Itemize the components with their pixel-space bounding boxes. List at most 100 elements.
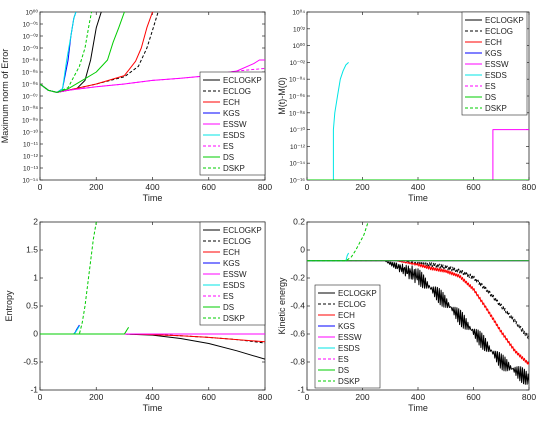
y-tick-label: 0 — [33, 329, 38, 339]
y-tick-label: 2 — [33, 217, 38, 227]
series-line-eclog — [307, 260, 529, 340]
legend-label-es: ES — [223, 142, 234, 151]
y-tick-label: 10⁰⁰ — [293, 42, 306, 50]
y-tick-label: 10⁻⁰¹ — [23, 21, 39, 29]
x-tick-label: 0 — [305, 182, 310, 192]
x-axis-label: Time — [408, 193, 428, 203]
x-tick-label: 800 — [522, 182, 536, 192]
y-tick-label: 10⁻¹⁴ — [22, 178, 38, 185]
y-tick-label: 1.5 — [26, 245, 38, 255]
y-tick-label: -0.4 — [290, 301, 305, 311]
y-tick-label: 10⁻⁰⁴ — [22, 57, 38, 65]
chart-4: 0 200 400 600 800 -1 -0.8 -0.6 -0.4 -0.2 0 0.2 Time K… — [277, 217, 536, 414]
y-tick-label: 10⁻⁰⁴ — [289, 76, 305, 84]
y-tick-label: 0 — [300, 245, 305, 255]
x-tick-label: 400 — [145, 392, 159, 402]
legend-label-kgs: KGS — [223, 259, 240, 268]
y-tick-label: 10⁻⁰⁵ — [22, 69, 38, 77]
x-tick-label: 0 — [38, 182, 43, 192]
legend-label-essw: ESSW — [485, 60, 509, 69]
legend-label-kgs: KGS — [338, 322, 355, 331]
chart-1: 0 200 400 600 800 10⁻¹⁴ 10⁻¹³ 10⁻¹² 10⁻¹¹ 10⁻¹⁰ 10… — [0, 9, 272, 204]
series-line-ech — [307, 260, 529, 366]
legend-label-eclog: ECLOG — [223, 237, 251, 246]
legend-label-dskp: DSKP — [223, 314, 245, 323]
y-tick-label: 10⁻¹⁶ — [289, 178, 305, 185]
x-axis-label: Time — [143, 193, 163, 203]
y-tick-label: -0.5 — [23, 357, 38, 367]
legend-label-ech: ECH — [223, 248, 240, 257]
y-tick-label: 10⁻⁰² — [23, 33, 39, 41]
y-tick-label: 10⁻¹² — [290, 144, 306, 151]
y-tick-label: 10⁻¹³ — [23, 166, 39, 173]
y-tick-label: 10⁻⁰⁶ — [289, 93, 305, 101]
x-tick-label: 200 — [355, 392, 369, 402]
y-tick-label: -1 — [30, 385, 38, 395]
series-line-dskp — [40, 12, 93, 93]
legend-label-ech: ECH — [338, 311, 355, 320]
y-axis-label: Kinetic energy — [277, 277, 287, 335]
legend-label-eclogkp: ECLOGKP — [223, 226, 262, 235]
legend-label-dskp: DSKP — [485, 104, 507, 113]
y-tick-label: 10⁻¹⁰ — [23, 129, 39, 137]
legend-label-eclog: ECLOG — [485, 27, 513, 36]
legend-label-ech: ECH — [485, 38, 502, 47]
legend-label-eclog: ECLOG — [338, 300, 366, 309]
y-tick-label: -1 — [297, 385, 305, 395]
legend-label-eclog: ECLOG — [223, 87, 251, 96]
y-tick-label: 10⁰² — [293, 25, 306, 33]
series-line-dskp — [40, 222, 97, 335]
x-tick-label: 600 — [202, 392, 216, 402]
legend-label-dskp: DSKP — [223, 164, 245, 173]
legend-label-ds: DS — [485, 93, 496, 102]
y-tick-label: 10⁻¹¹ — [23, 142, 39, 149]
series-line-ds — [40, 327, 130, 335]
x-tick-label: 0 — [305, 392, 310, 402]
legend-label-essw: ESSW — [223, 120, 247, 129]
x-tick-label: 800 — [258, 182, 272, 192]
chart-3: 0 200 400 600 800 -1 -0.5 0 0.5 1 1.5 2 Time Entropy E… — [4, 217, 272, 414]
y-tick-label: 1 — [33, 273, 38, 283]
y-tick-label: 10⁰⁰ — [26, 9, 39, 17]
series-line-eclogkp — [307, 260, 529, 385]
y-tick-label: 0.2 — [293, 217, 305, 227]
x-tick-label: 400 — [411, 392, 425, 402]
y-tick-label: -0.8 — [290, 357, 305, 367]
legend-label-dskp: DSKP — [338, 377, 360, 386]
legend-label-ds: DS — [338, 366, 349, 375]
y-axis-label: Entropy — [4, 290, 14, 322]
legend-label-essw: ESSW — [223, 270, 247, 279]
series-line-essw — [307, 129, 529, 180]
x-axis-label: Time — [143, 403, 163, 413]
legend-label-ds: DS — [223, 153, 234, 162]
y-axis-label: Maximum norm of Error — [0, 49, 10, 144]
legend-label-ds: DS — [223, 303, 234, 312]
x-tick-label: 600 — [466, 182, 480, 192]
y-tick-label: -0.2 — [290, 273, 305, 283]
x-tick-label: 800 — [522, 392, 536, 402]
y-tick-label: 10⁻⁰² — [290, 59, 306, 67]
legend-label-eclogkp: ECLOGKP — [223, 76, 262, 85]
legend-label-esds: ESDS — [223, 281, 245, 290]
series-group — [307, 222, 529, 385]
y-tick-label: -0.6 — [290, 329, 305, 339]
legend-label-ech: ECH — [223, 98, 240, 107]
legend-label-es: ES — [338, 355, 349, 364]
y-tick-label: 10⁻¹² — [23, 154, 39, 161]
x-tick-label: 600 — [202, 182, 216, 192]
legend-label-eclogkp: ECLOGKP — [338, 289, 377, 298]
y-tick-label: 10⁻⁰⁹ — [22, 117, 38, 125]
legend-label-esds: ESDS — [485, 71, 507, 80]
y-tick-label: 10⁻⁰³ — [23, 45, 39, 53]
x-tick-label: 800 — [258, 392, 272, 402]
y-tick-label: 0.5 — [26, 301, 38, 311]
y-axis-label: M(t)-M(0) — [277, 77, 287, 115]
chart-2: 0 200 400 600 800 10⁻¹⁶ 10⁻¹⁴ 10⁻¹² 10⁻¹⁰ 10⁻⁰⁸ 10… — [277, 9, 536, 204]
series-group — [40, 222, 265, 360]
legend-label-essw: ESSW — [338, 333, 362, 342]
legend-label-es: ES — [223, 292, 234, 301]
